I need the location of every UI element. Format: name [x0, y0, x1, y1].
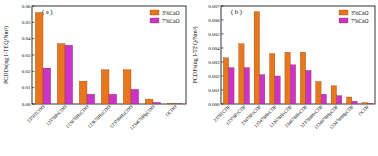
legend-swatch	[339, 10, 348, 15]
y-tick-label: 0.01	[22, 85, 31, 90]
chart-panel: 0.00 0.01 0.02 0.03 0.04 0.05 0.06 PCDDs(ng I-T…	[3, 4, 186, 131]
bars	[223, 12, 372, 104]
bar	[239, 44, 244, 104]
bar	[270, 54, 275, 104]
bar	[285, 52, 290, 104]
y-tick-label: 0.00	[22, 102, 31, 107]
legend-label: 7%CaO	[351, 18, 368, 24]
y-tick	[221, 62, 224, 63]
y-tick-label: 0.02	[22, 69, 31, 74]
bar	[306, 70, 311, 104]
bar	[352, 101, 357, 104]
bar	[131, 89, 139, 104]
bar	[316, 82, 321, 104]
plot-frame	[221, 6, 375, 104]
y-tick-label: 0.001	[208, 88, 220, 93]
y-axis-label: PCDDs(ng I-TEQ/Nm³)	[3, 26, 10, 84]
bar	[43, 68, 51, 104]
bar	[331, 86, 336, 104]
bar	[321, 94, 326, 104]
x-tick-label: 12378PeCDD	[45, 104, 68, 127]
bar	[109, 94, 117, 104]
bar	[223, 58, 228, 104]
y-axis-label: PCDFs(ng I-TEQ/Nm³)	[192, 27, 199, 84]
y-tick	[221, 90, 224, 91]
y-tick-label: 0.005	[208, 32, 220, 37]
y-tick	[221, 48, 224, 49]
panel-title: ( b )	[231, 8, 242, 16]
y-tick-label: 0.002	[208, 74, 220, 79]
bar	[275, 76, 280, 104]
y-tick	[32, 71, 35, 72]
y-tick-label: 0.000	[208, 102, 220, 107]
x-tick-label: 2378TCDD	[26, 104, 46, 124]
bar	[362, 103, 367, 104]
legend-swatch	[150, 10, 159, 15]
y-tick	[32, 6, 35, 7]
y-tick	[32, 38, 35, 39]
x-tick-label: 1234789HpCDF	[328, 104, 354, 130]
bar	[57, 44, 65, 104]
bar	[347, 97, 352, 104]
bar	[367, 103, 372, 104]
x-tick-label: OCDD	[165, 104, 179, 118]
legend-label: 3%CaO	[351, 10, 368, 16]
y-tick-label: 0.06	[22, 4, 31, 9]
chart-panel: 0.000 0.001 0.002 0.003 0.004 0.005 0.006 0.007…	[192, 4, 375, 131]
y-tick	[32, 55, 35, 56]
bar	[244, 68, 249, 104]
y-tick	[221, 104, 224, 105]
bar	[290, 65, 295, 104]
y-tick	[221, 76, 224, 77]
bar	[175, 103, 183, 104]
legend-label: 3%CaO	[162, 10, 179, 16]
bar	[101, 70, 109, 104]
x-tick-label: 1234678HpCDD	[129, 104, 156, 131]
y-tick-label: 0.006	[208, 18, 220, 23]
y-tick	[32, 22, 35, 23]
plot-frame	[32, 6, 186, 104]
y-tick	[32, 87, 35, 88]
figure: 0.00 0.01 0.02 0.03 0.04 0.05 0.06 PCDDs(ng I-T…	[0, 0, 378, 156]
bar	[153, 102, 161, 104]
bar	[300, 52, 305, 104]
y-tick-label: 0.05	[22, 20, 31, 25]
legend-label: 7%CaO	[162, 18, 179, 24]
y-tick-label: 0.004	[208, 46, 220, 51]
panel-title: ( a )	[42, 8, 52, 16]
y-tick	[32, 104, 35, 105]
y-tick-label: 0.03	[22, 53, 31, 58]
legend-swatch	[150, 18, 159, 23]
legend-swatch	[339, 18, 348, 23]
y-tick	[221, 20, 224, 21]
bar	[145, 99, 153, 104]
bar	[254, 12, 259, 104]
bar	[229, 68, 234, 104]
x-tick-label: OCDF	[357, 104, 370, 117]
y-tick-label: 0.04	[22, 36, 31, 41]
y-tick-label: 0.003	[208, 60, 220, 65]
bar	[123, 70, 131, 104]
bar	[35, 13, 43, 104]
bar	[337, 96, 342, 104]
y-tick	[221, 6, 224, 7]
y-tick-label: 0.007	[208, 4, 220, 9]
bar	[65, 45, 73, 104]
bar	[79, 81, 87, 104]
y-tick	[221, 34, 224, 35]
bar	[87, 94, 95, 104]
bar	[260, 75, 265, 104]
bars	[35, 13, 182, 104]
